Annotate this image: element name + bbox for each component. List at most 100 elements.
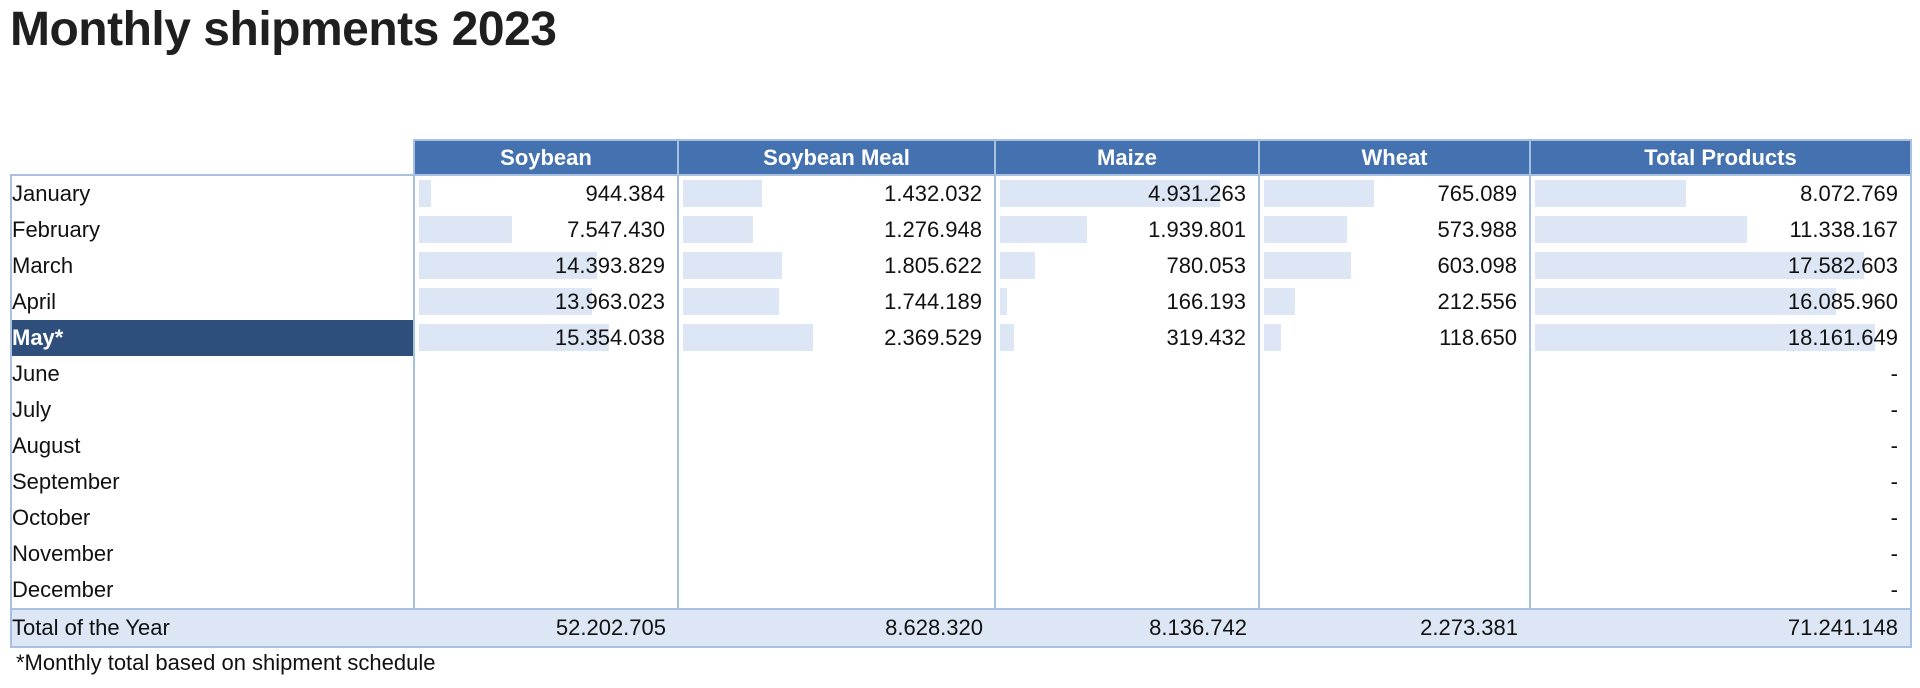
value-cell <box>995 464 1260 500</box>
table-row: February 7.547.430 1.276.948 1.939.801 573.9… <box>10 212 1912 248</box>
cell-value: 166.193 <box>1166 289 1246 314</box>
value-cell: 1.432.032 <box>678 174 996 212</box>
value-cell <box>1259 464 1531 500</box>
cell-value: 1.939.801 <box>1148 217 1246 242</box>
value-cell <box>414 428 679 464</box>
data-bar <box>1535 252 1864 279</box>
row-label: February <box>10 212 415 248</box>
data-bar <box>1264 252 1351 279</box>
value-cell <box>678 572 996 610</box>
table-row: January 944.384 1.432.032 4.931.263 765.089 8… <box>10 174 1912 212</box>
data-bar <box>1264 216 1347 243</box>
cell-value: 573.988 <box>1437 217 1517 242</box>
row-label: March <box>10 248 415 284</box>
data-bar <box>1535 180 1686 207</box>
cell-value: 11.338.167 <box>1789 217 1898 242</box>
value-cell: 7.547.430 <box>414 212 679 248</box>
cell-value: 780.053 <box>1166 253 1246 278</box>
value-cell <box>678 464 996 500</box>
cell-value: 8.072.769 <box>1800 181 1898 206</box>
value-cell: - <box>1530 464 1912 500</box>
value-cell <box>414 536 679 572</box>
cell-value: 18.161.649 <box>1787 325 1898 350</box>
value-cell: 2.369.529 <box>678 320 996 356</box>
data-bar <box>1535 288 1836 315</box>
header-row: Soybean Soybean Meal Maize Wheat Total P… <box>11 139 1912 176</box>
value-cell <box>1259 536 1531 572</box>
value-cell: 603.098 <box>1259 248 1531 284</box>
data-bar <box>1535 216 1747 243</box>
cell-value: - <box>1890 469 1898 494</box>
value-cell: 1.744.189 <box>678 284 996 320</box>
cell-value: 1.276.948 <box>884 217 982 242</box>
cell-value: 16.085.960 <box>1787 289 1898 314</box>
data-bar <box>419 252 597 279</box>
row-label: June <box>10 356 415 392</box>
total-row: Total of the Year 52.202.705 8.628.320 8… <box>10 608 1912 648</box>
value-cell <box>995 356 1260 392</box>
data-bar <box>419 216 512 243</box>
row-label: May* <box>10 320 415 356</box>
value-cell <box>1259 356 1531 392</box>
value-cell <box>995 536 1260 572</box>
value-cell: - <box>1530 356 1912 392</box>
data-bar <box>1264 324 1281 351</box>
value-cell: - <box>1530 572 1912 610</box>
value-cell <box>414 500 679 536</box>
total-cell: 8.136.742 <box>995 608 1259 648</box>
value-cell: 1.805.622 <box>678 248 996 284</box>
value-cell: - <box>1530 392 1912 428</box>
table-row: April 13.963.023 1.744.189 166.193 212.556 16… <box>10 284 1912 320</box>
total-cell: 71.241.148 <box>1530 608 1912 648</box>
total-label: Total of the Year <box>10 608 414 648</box>
total-value: 71.241.148 <box>1787 615 1898 640</box>
cell-value: 7.547.430 <box>567 217 665 242</box>
cell-value: 118.650 <box>1439 325 1517 350</box>
data-bar <box>683 288 779 315</box>
value-cell <box>678 428 996 464</box>
cell-value: 13.963.023 <box>554 289 665 314</box>
data-bar <box>1000 288 1007 315</box>
value-cell <box>1259 572 1531 610</box>
header-soybean: Soybean <box>413 139 679 176</box>
data-bar <box>419 180 431 207</box>
value-cell: 765.089 <box>1259 174 1531 212</box>
value-cell: - <box>1530 500 1912 536</box>
cell-value: 14.393.829 <box>554 253 665 278</box>
total-cell: 8.628.320 <box>678 608 995 648</box>
cell-value: - <box>1890 541 1898 566</box>
header-corner <box>11 140 415 176</box>
shipments-table: Soybean Soybean Meal Maize Wheat Total P… <box>10 139 1912 648</box>
footnote: *Monthly total based on shipment schedul… <box>16 650 436 675</box>
data-bar <box>1535 324 1875 351</box>
data-bar <box>419 288 592 315</box>
table-row: September - <box>10 464 1912 500</box>
value-cell: - <box>1530 428 1912 464</box>
total-cell: 2.273.381 <box>1259 608 1530 648</box>
cell-value: 2.369.529 <box>884 325 982 350</box>
value-cell <box>1259 428 1531 464</box>
value-cell: - <box>1530 536 1912 572</box>
row-label: September <box>10 464 415 500</box>
value-cell <box>414 392 679 428</box>
cell-value: 603.098 <box>1437 253 1517 278</box>
total-value: 8.136.742 <box>1149 615 1247 640</box>
table-row: July - <box>10 392 1912 428</box>
cell-value: 944.384 <box>585 181 665 206</box>
table-row: November - <box>10 536 1912 572</box>
page-title: Monthly shipments 2023 <box>10 3 557 56</box>
value-cell: 14.393.829 <box>414 248 679 284</box>
value-cell: 13.963.023 <box>414 284 679 320</box>
cell-value: - <box>1890 397 1898 422</box>
data-bar <box>1000 324 1014 351</box>
cell-value: 17.582.603 <box>1787 253 1898 278</box>
cell-value: 1.805.622 <box>884 253 982 278</box>
value-cell: 212.556 <box>1259 284 1531 320</box>
row-label: January <box>10 174 415 212</box>
value-cell <box>678 500 996 536</box>
cell-value: 765.089 <box>1437 181 1517 206</box>
table-row: June - <box>10 356 1912 392</box>
value-cell: 4.931.263 <box>995 174 1260 212</box>
value-cell: 17.582.603 <box>1530 248 1912 284</box>
total-value: 52.202.705 <box>555 615 666 640</box>
